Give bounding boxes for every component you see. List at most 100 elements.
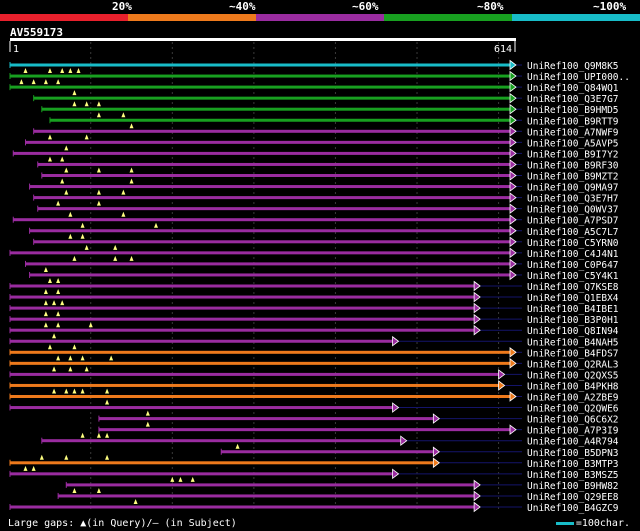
- hit-row[interactable]: UniRef100_B9I7Y2: [12, 145, 619, 160]
- hit-row[interactable]: UniRef100_A4R794: [41, 432, 619, 448]
- hit-row[interactable]: UniRef100_Q2RAL3: [9, 355, 619, 370]
- hit-end-arrow: [509, 81, 517, 93]
- hit-row[interactable]: UniRef100_B4PKH8: [9, 380, 619, 393]
- hit-label[interactable]: UniRef100_Q2QWE6: [527, 404, 619, 415]
- hit-label[interactable]: UniRef100_Q3E7H7: [527, 194, 619, 205]
- hit-label[interactable]: UniRef100_B3MSZ5: [527, 470, 619, 481]
- hit-label[interactable]: UniRef100_Q29EE8: [527, 492, 619, 503]
- hit-label[interactable]: UniRef100_A5AVP5: [527, 138, 619, 149]
- hit-label[interactable]: UniRef100_A4R794: [527, 437, 619, 448]
- hit-label[interactable]: UniRef100_Q3E7G7: [527, 94, 619, 105]
- hit-row[interactable]: UniRef100_C4J4N1: [9, 244, 619, 260]
- query-gap-marker: [31, 465, 36, 471]
- hit-row[interactable]: UniRef100_B4FDS7: [9, 344, 619, 359]
- hit-row[interactable]: UniRef100_A7P3I9: [98, 421, 619, 437]
- query-gap-marker: [47, 68, 52, 74]
- hit-bar: [10, 251, 510, 255]
- hit-bar: [10, 306, 475, 310]
- hit-label[interactable]: UniRef100_A7P3I9: [527, 426, 619, 437]
- hit-row[interactable]: UniRef100_Q3E7H7: [33, 189, 619, 205]
- hit-bar: [10, 317, 475, 321]
- gaps-legend: Large gaps: ▲(in Query)/– (in Subject): [8, 518, 237, 529]
- hit-label[interactable]: UniRef100_C4J4N1: [527, 249, 619, 260]
- hit-label[interactable]: UniRef100_B9I7Y2: [527, 149, 619, 160]
- hit-label[interactable]: UniRef100_Q84WQ1: [527, 83, 619, 94]
- hit-label[interactable]: UniRef100_B4PKH8: [527, 381, 619, 392]
- hit-row[interactable]: UniRef100_B9HMD5: [41, 101, 619, 116]
- hit-row[interactable]: UniRef100_B9RF30: [37, 156, 619, 171]
- hit-row[interactable]: UniRef100_A7NWF9: [33, 123, 619, 138]
- query-gap-marker: [47, 156, 52, 162]
- hit-row[interactable]: UniRef100_UPI000..: [9, 68, 630, 83]
- hit-row[interactable]: UniRef100_Q8IN94: [9, 322, 619, 337]
- hit-row[interactable]: UniRef100_Q29EE8: [57, 487, 619, 503]
- hit-row[interactable]: UniRef100_Q1EBX4: [9, 289, 619, 304]
- hit-label[interactable]: UniRef100_C5Y4K1: [527, 271, 619, 282]
- hit-row[interactable]: UniRef100_A5C7L7: [29, 222, 619, 238]
- hit-end-arrow: [509, 346, 517, 358]
- hit-label[interactable]: UniRef100_Q1EBX4: [527, 293, 619, 304]
- hit-row[interactable]: UniRef100_Q9MA97: [29, 178, 619, 194]
- hit-label[interactable]: UniRef100_A7NWF9: [527, 127, 619, 138]
- hit-row[interactable]: UniRef100_B3MSZ5: [9, 465, 619, 481]
- hit-label[interactable]: UniRef100_B4FDS7: [527, 348, 619, 359]
- hit-label[interactable]: UniRef100_A2ZBE9: [527, 393, 619, 404]
- hit-label[interactable]: UniRef100_Q7KSE8: [527, 282, 619, 293]
- hit-label[interactable]: UniRef100_B9HW82: [527, 481, 619, 492]
- hit-label[interactable]: UniRef100_B9RTT9: [527, 116, 619, 127]
- hit-label[interactable]: UniRef100_Q0WV37: [527, 205, 619, 216]
- hit-row[interactable]: UniRef100_Q2QXS5: [9, 366, 619, 381]
- hit-label[interactable]: UniRef100_Q2RAL3: [527, 359, 619, 370]
- hit-row[interactable]: UniRef100_A7PSD7: [12, 211, 619, 227]
- hit-row[interactable]: UniRef100_B4NAH5: [9, 333, 619, 348]
- hit-label[interactable]: UniRef100_B9MZT2: [527, 172, 619, 183]
- hit-label[interactable]: UniRef100_B4NAH5: [527, 337, 619, 348]
- hit-label[interactable]: UniRef100_Q9MA97: [527, 183, 619, 194]
- hit-row[interactable]: UniRef100_Q6C6X2: [98, 410, 619, 426]
- hit-row[interactable]: UniRef100_C5Y4K1: [29, 266, 619, 282]
- query-gap-marker: [109, 355, 114, 361]
- hit-row[interactable]: UniRef100_B3P0H1: [9, 311, 619, 326]
- hit-row[interactable]: UniRef100_C5YRN0: [33, 233, 619, 249]
- query-gap-marker: [72, 101, 77, 107]
- hit-row[interactable]: UniRef100_A5AVP5: [24, 134, 619, 149]
- query-gap-marker: [56, 322, 61, 328]
- hit-row[interactable]: UniRef100_B4IBE1: [9, 300, 619, 315]
- hit-label[interactable]: UniRef100_A5C7L7: [527, 227, 619, 238]
- hit-label[interactable]: UniRef100_B3P0H1: [527, 315, 619, 326]
- hit-label[interactable]: UniRef100_C0P647: [527, 260, 619, 271]
- hit-label[interactable]: UniRef100_Q2QXS5: [527, 370, 619, 381]
- hit-row[interactable]: UniRef100_Q3E7G7: [33, 90, 619, 105]
- hit-row[interactable]: UniRef100_Q7KSE8: [9, 278, 619, 293]
- query-gap-marker: [96, 101, 101, 107]
- hit-label[interactable]: UniRef100_C5YRN0: [527, 238, 619, 249]
- hit-row[interactable]: UniRef100_C0P647: [24, 255, 619, 271]
- hit-row[interactable]: UniRef100_Q9M8K5: [9, 59, 619, 73]
- hit-bar: [13, 218, 511, 222]
- hit-row[interactable]: UniRef100_Q0WV37: [37, 200, 619, 216]
- hit-label[interactable]: UniRef100_B4IBE1: [527, 304, 619, 315]
- hit-label[interactable]: UniRef100_B9RF30: [527, 160, 619, 171]
- hit-row[interactable]: UniRef100_B9RTT9: [49, 112, 619, 127]
- hit-label[interactable]: UniRef100_B4GZC9: [527, 503, 619, 514]
- hit-bar: [41, 174, 511, 177]
- hit-label[interactable]: UniRef100_B9HMD5: [527, 105, 619, 116]
- hit-row[interactable]: UniRef100_B3MTP3: [9, 454, 619, 470]
- hit-label[interactable]: UniRef100_Q8IN94: [527, 326, 619, 337]
- hit-row[interactable]: UniRef100_B9HW82: [65, 476, 619, 492]
- hit-row[interactable]: UniRef100_Q2QWE6: [9, 399, 619, 415]
- hit-label[interactable]: UniRef100_Q6C6X2: [527, 415, 619, 426]
- hit-label[interactable]: UniRef100_B5DPN3: [527, 448, 619, 459]
- hit-row[interactable]: UniRef100_B9MZT2: [41, 167, 619, 183]
- hit-bar: [25, 140, 510, 144]
- hit-row[interactable]: UniRef100_A2ZBE9: [9, 388, 619, 404]
- hit-label[interactable]: UniRef100_B3MTP3: [527, 459, 619, 470]
- hit-label[interactable]: UniRef100_Q9M8K5: [527, 61, 619, 72]
- hit-row[interactable]: UniRef100_B5DPN3: [220, 443, 619, 459]
- query-gap-marker: [43, 322, 48, 328]
- hit-row[interactable]: UniRef100_Q84WQ1: [9, 79, 619, 94]
- hit-label[interactable]: UniRef100_UPI000..: [527, 72, 630, 83]
- hit-label[interactable]: UniRef100_A7PSD7: [527, 216, 619, 227]
- query-gap-marker: [64, 189, 69, 195]
- hit-row[interactable]: UniRef100_B4GZC9: [9, 499, 619, 514]
